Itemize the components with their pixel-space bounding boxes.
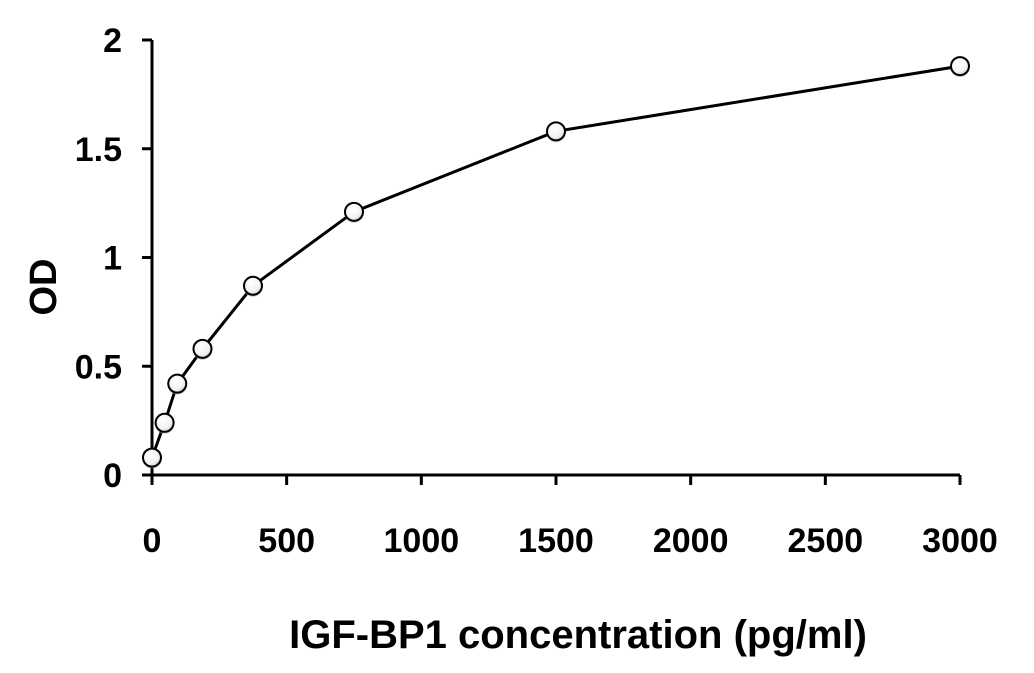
x-tick-label: 1000	[384, 522, 460, 560]
x-tick-label: 2500	[788, 522, 864, 560]
x-tick-label: 2000	[653, 522, 729, 560]
data-point	[154, 412, 175, 433]
axes: 0 0.5 1 1.5 2 0 500 1000 1500 2000 2500 3000	[75, 22, 998, 560]
axis-labels: IGF-BP1 concentration (pg/ml) OD	[23, 259, 867, 658]
y-axis-title: OD	[23, 259, 65, 316]
data-point	[167, 373, 188, 394]
y-tick-label: 1	[103, 240, 122, 278]
x-tick-label: 3000	[922, 522, 998, 560]
y-tick-label: 2	[103, 22, 122, 60]
data-series	[142, 56, 970, 469]
x-tick-label: 0	[143, 522, 162, 560]
data-point	[243, 275, 263, 296]
x-axis-title: IGF-BP1 concentration (pg/ml)	[289, 613, 867, 657]
y-tick-label: 1.5	[75, 131, 122, 169]
x-tick-label: 500	[258, 522, 315, 560]
data-point	[344, 201, 364, 222]
y-tick-label: 0	[103, 457, 122, 495]
data-point	[192, 338, 213, 359]
data-point	[546, 121, 566, 142]
data-point	[950, 56, 970, 77]
y-tick-label: 0.5	[75, 348, 122, 386]
data-point	[142, 447, 162, 468]
x-tick-label: 1500	[518, 522, 594, 560]
